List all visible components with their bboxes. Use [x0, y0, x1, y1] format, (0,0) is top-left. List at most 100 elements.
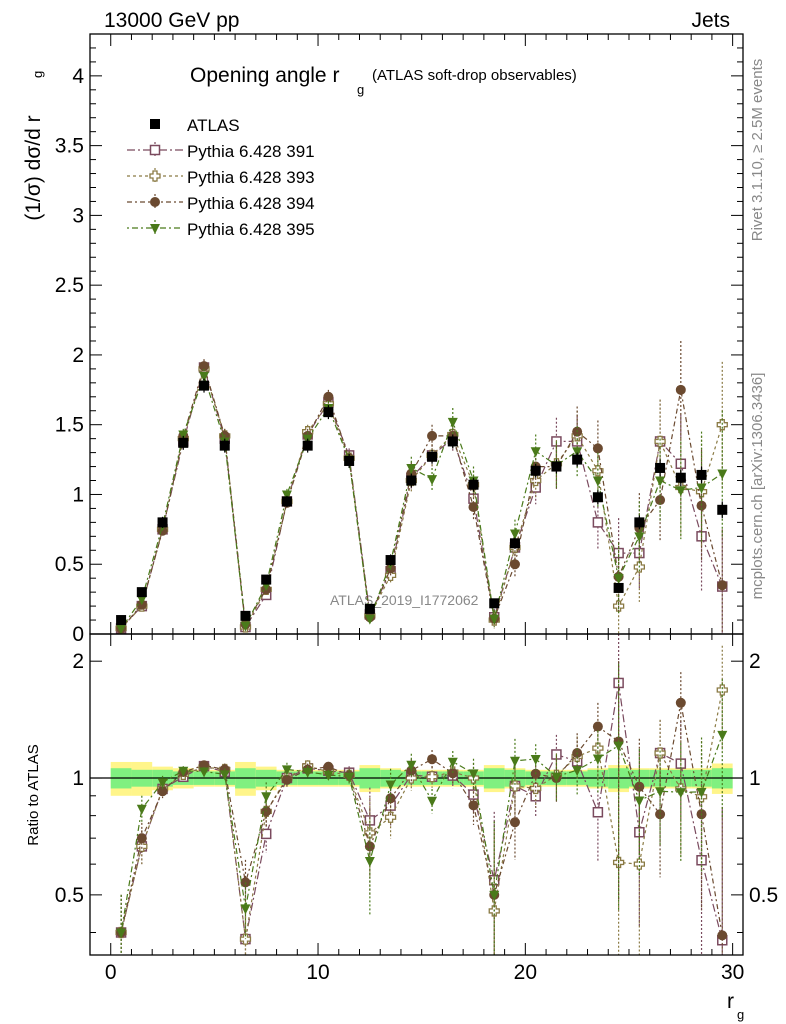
- header-right: Jets: [691, 9, 730, 32]
- series-4-point: [489, 614, 500, 625]
- series-3-point: [427, 430, 438, 441]
- x-axis-label-sub: g: [737, 1007, 744, 1022]
- series-0-point: [675, 472, 686, 483]
- series-4-point: [281, 490, 292, 501]
- header-left: 13000 GeV pp: [104, 9, 239, 32]
- series-4-ratio-point: [219, 770, 230, 781]
- series-4-point: [178, 430, 189, 441]
- legend-item-2-label: Pythia 6.428 393: [187, 168, 315, 187]
- series-0-point: [447, 436, 458, 447]
- series-0-point: [530, 465, 541, 476]
- series-3-ratio-point: [136, 833, 147, 844]
- series-2-ratio-point: [509, 780, 521, 792]
- y-tick-label: 4: [72, 65, 84, 88]
- series-4-point: [634, 532, 645, 543]
- series-2-ratio-line: [120, 689, 723, 940]
- series-4-ratio-point: [364, 857, 375, 868]
- x-tick-label: 20: [514, 961, 537, 984]
- series-3-point: [717, 580, 728, 591]
- series-0-point: [344, 455, 355, 466]
- rivet-label: Rivet 3.1.10, ≥ 2.5M events: [749, 59, 766, 242]
- series-0-point: [116, 615, 127, 626]
- series-0-point: [551, 461, 562, 472]
- series-0-point: [219, 440, 230, 451]
- series-2-ratio-group: [115, 645, 728, 955]
- series-3-ratio-point: [157, 786, 168, 797]
- series-4-point: [199, 371, 210, 382]
- main-plot-layer: [115, 340, 728, 635]
- series-3-point: [323, 391, 334, 402]
- series-0-point: [468, 479, 479, 490]
- series-4-ratio-point: [551, 772, 562, 783]
- series-4-point: [364, 614, 375, 625]
- series-3-line: [120, 363, 723, 629]
- series-2-point: [592, 465, 604, 477]
- legend-item-2-marker: [149, 170, 161, 182]
- series-3-ratio-point: [655, 809, 666, 820]
- series-4-ratio-point: [489, 890, 500, 901]
- series-0-point: [509, 538, 520, 549]
- series-0-point: [489, 598, 500, 609]
- series-2-line: [120, 366, 723, 629]
- series-3-point: [199, 361, 210, 372]
- x-tick-label: 0: [105, 961, 117, 984]
- series-4-ratio-point: [261, 792, 272, 803]
- chart-title-note: (ATLAS soft-drop observables): [372, 67, 577, 84]
- ratio-axis-label: Ratio to ATLAS: [25, 744, 42, 845]
- series-2-point: [530, 474, 542, 487]
- series-4-ratio-point: [302, 767, 313, 778]
- legend-item-0-label: ATLAS: [187, 116, 240, 135]
- series-4-ratio-point: [136, 804, 147, 815]
- series-1-line: [120, 365, 723, 629]
- series-0-point: [302, 440, 313, 451]
- series-4-point: [696, 483, 707, 494]
- x-tick-label: 10: [306, 961, 329, 984]
- legend-item-3-label: Pythia 6.428 394: [187, 194, 315, 213]
- series-4-ratio-point: [468, 769, 479, 780]
- series-4-ratio-point: [717, 730, 728, 741]
- y-tick-label: 1.5: [55, 414, 84, 437]
- legend-item-1-label: Pythia 6.428 391: [187, 142, 315, 161]
- series-3-point: [592, 443, 603, 454]
- series-4-point: [613, 574, 624, 585]
- series-2-ratio-point: [426, 771, 438, 783]
- series-4-point: [530, 447, 541, 458]
- series-4-ratio-point: [323, 770, 334, 781]
- series-3-ratio-point: [717, 930, 728, 941]
- series-0-point: [385, 555, 396, 566]
- legend-item-0-marker: [150, 119, 160, 129]
- series-3-point: [509, 559, 520, 570]
- series-0-point: [634, 517, 645, 528]
- y-tick-label: 0.5: [55, 553, 84, 576]
- series-4-ratio-point: [199, 767, 210, 778]
- series-4-ratio-point: [406, 760, 417, 771]
- series-4-ratio-point: [655, 787, 666, 798]
- analysis-tag: ATLAS_2019_I1772062: [330, 592, 479, 608]
- series-0-point: [572, 454, 583, 465]
- series-4-point: [406, 463, 417, 474]
- series-1-ratio-point: [468, 789, 479, 800]
- series-1-ratio-line: [120, 682, 723, 941]
- series-0-point: [281, 496, 292, 507]
- series-0-point: [261, 574, 272, 585]
- series-4-point: [509, 529, 520, 540]
- ratio-y-tick-label: 0.5: [55, 884, 84, 907]
- series-4-point: [717, 469, 728, 480]
- series-2-ratio-point: [716, 684, 728, 696]
- ratio-frame: [89, 633, 744, 956]
- legend-item-1-marker: [149, 144, 161, 156]
- series-4-ratio-point: [281, 765, 292, 776]
- series-4-point: [572, 447, 583, 458]
- series-0-point: [323, 407, 334, 418]
- legend-item-3-marker: [150, 197, 160, 207]
- series-1-ratio-point: [696, 854, 707, 866]
- series-4-ratio-point: [240, 904, 251, 915]
- series-4-point: [592, 476, 603, 487]
- series-3-ratio-point: [592, 721, 603, 732]
- series-0-point: [717, 504, 728, 515]
- y-tick-label: 2.5: [55, 274, 84, 297]
- series-3-ratio-point: [509, 817, 520, 828]
- y-axis-label-group: (1/σ) dσ/d r g: [22, 71, 45, 221]
- series-4-ratio-point: [344, 772, 355, 783]
- legend: ATLAS Pythia 6.428 391 Pythia 6.428 393 Pyt…: [127, 116, 315, 239]
